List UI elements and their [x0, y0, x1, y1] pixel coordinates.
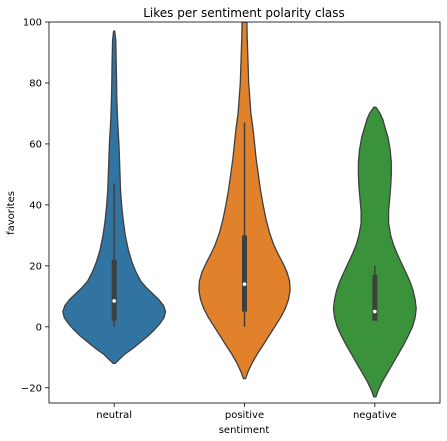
y-tick-label: 100	[23, 18, 42, 29]
violin-negative	[332, 106, 417, 398]
chart-title: Likes per sentiment polarity class	[143, 6, 345, 20]
median-dot-neutral	[112, 299, 116, 303]
iqr-box-negative	[372, 274, 378, 321]
y-tick-label: 60	[29, 139, 42, 150]
y-tick-label: 80	[29, 78, 42, 89]
y-tick-label: 40	[29, 200, 42, 211]
y-tick-label: 0	[36, 322, 42, 333]
plot-frame	[48, 21, 441, 404]
x-tick-label: positive	[225, 410, 264, 421]
iqr-box-positive	[242, 235, 247, 312]
x-tick-label: neutral	[96, 410, 132, 421]
plot-area: neutral positive negative −20 0 20 40 60 80 100	[21, 18, 441, 421]
y-tick-label: −20	[21, 383, 42, 394]
iqr-box-neutral	[111, 259, 117, 321]
x-axis-title: sentiment	[219, 425, 270, 436]
y-tick-label: 20	[29, 261, 42, 272]
median-dot-positive	[242, 282, 247, 286]
x-tick-label: negative	[353, 410, 397, 421]
violins-group	[62, 22, 417, 398]
median-dot-negative	[373, 309, 377, 314]
y-axis-title: favorites	[6, 191, 17, 235]
